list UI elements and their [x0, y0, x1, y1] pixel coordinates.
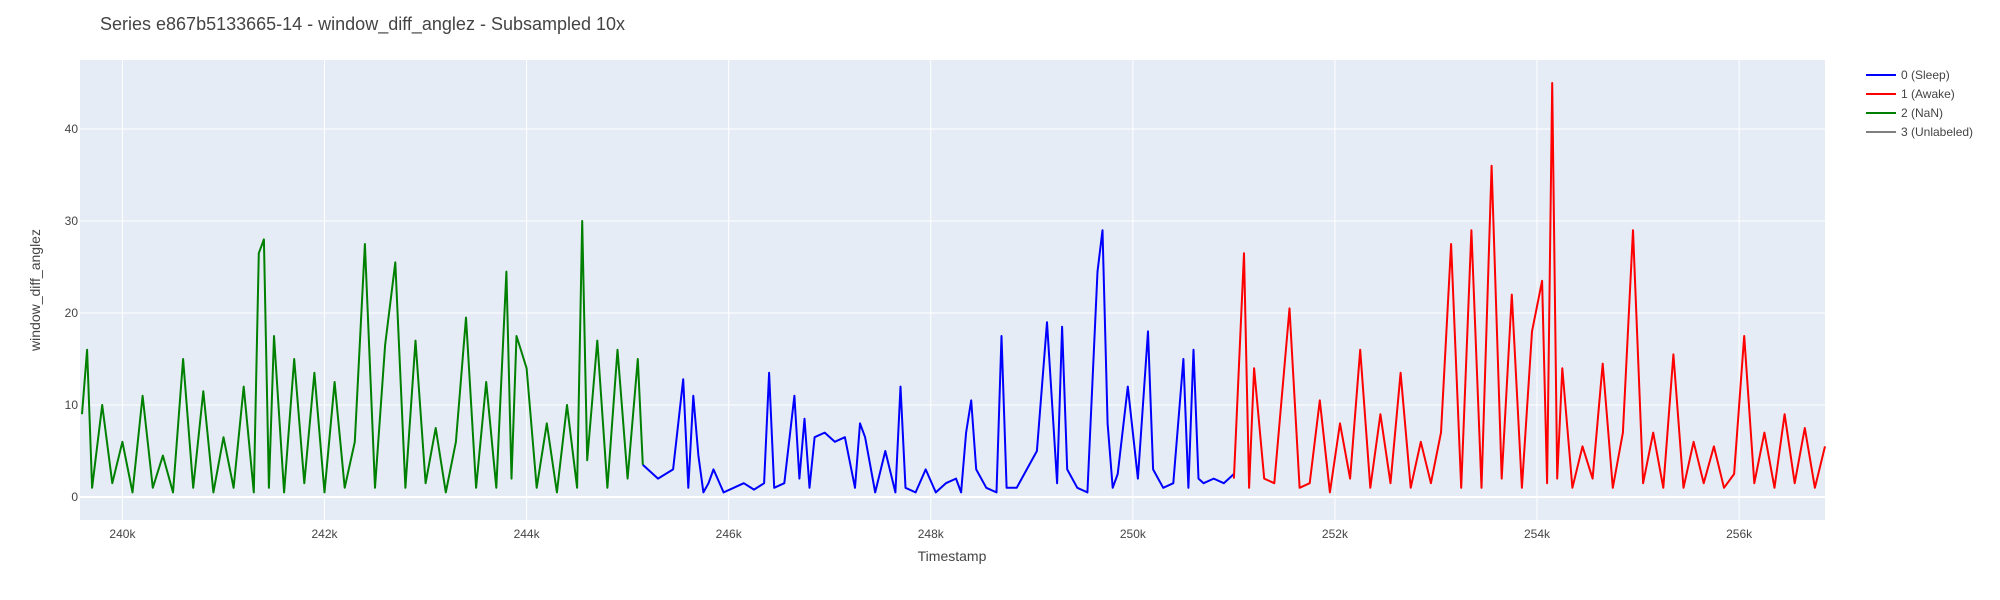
legend-item[interactable]: 2 (NaN)	[1866, 106, 1943, 120]
x-tick-label: 254k	[1524, 527, 1551, 541]
legend-label: 3 (Unlabeled)	[1901, 125, 1973, 139]
x-tick-label: 242k	[312, 527, 339, 541]
series-line-2[interactable]	[81, 220, 644, 494]
y-axis-title: window_diff_anglez	[27, 229, 43, 352]
y-tick-label: 20	[65, 306, 79, 320]
x-tick-label: 250k	[1120, 527, 1147, 541]
legend-item[interactable]: 1 (Awake)	[1866, 87, 1955, 101]
series-line-0[interactable]	[642, 229, 1235, 494]
x-tick-label: 252k	[1322, 527, 1349, 541]
y-tick-label: 40	[65, 122, 79, 136]
legend-label: 0 (Sleep)	[1901, 68, 1950, 82]
x-tick-label: 244k	[514, 527, 541, 541]
x-tick-label: 248k	[918, 527, 945, 541]
y-tick-label: 0	[71, 490, 78, 504]
legend-item[interactable]: 0 (Sleep)	[1866, 68, 1950, 82]
y-tick-label: 30	[65, 214, 79, 228]
x-tick-label: 246k	[716, 527, 743, 541]
x-axis-ticks: 240k 242k 244k 246k 248k 250k 252k 254k 256k	[109, 527, 1753, 541]
series-line-1[interactable]	[1232, 82, 1826, 494]
x-tick-label: 256k	[1726, 527, 1753, 541]
legend-label: 2 (NaN)	[1901, 106, 1943, 120]
legend-item[interactable]: 3 (Unlabeled)	[1866, 125, 1973, 139]
x-axis-title: Timestamp	[918, 548, 987, 564]
plot-area[interactable]	[80, 60, 1825, 520]
legend-label: 1 (Awake)	[1901, 87, 1955, 101]
x-tick-label: 240k	[109, 527, 136, 541]
y-axis-ticks: 0 10 20 30 40	[65, 122, 79, 504]
y-tick-label: 10	[65, 398, 79, 412]
series-layer	[81, 82, 1826, 494]
legend: 0 (Sleep) 1 (Awake) 2 (NaN) 3 (Unlabeled)	[1866, 68, 1973, 139]
chart-title: Series e867b5133665-14 - window_diff_ang…	[100, 14, 625, 35]
